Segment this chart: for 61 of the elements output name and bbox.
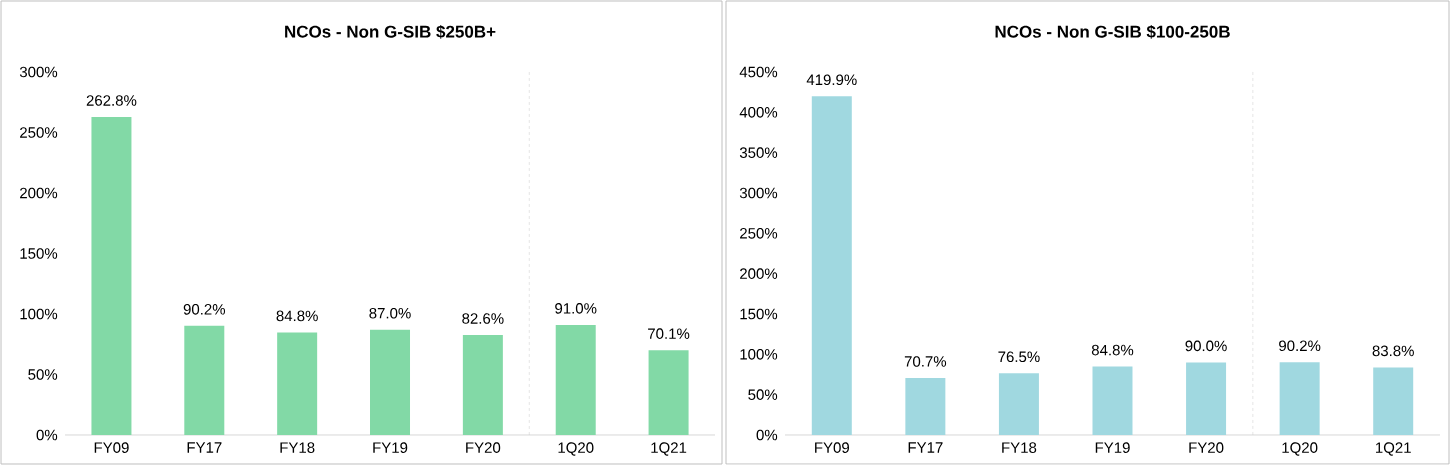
y-tick-label: 0% xyxy=(756,429,778,441)
data-label: 90.0% xyxy=(1185,340,1227,352)
y-tick-label: 200% xyxy=(20,187,58,199)
y-tick-label: 300% xyxy=(19,66,58,78)
y-tick-label: 450% xyxy=(739,66,778,78)
bar xyxy=(1186,362,1227,435)
x-tick-label: FY18 xyxy=(280,442,315,453)
x-tick-label: 1Q21 xyxy=(651,442,687,456)
bar xyxy=(1373,367,1414,435)
data-label: 70.1% xyxy=(648,328,690,339)
data-label: 84.8% xyxy=(1091,344,1134,356)
y-tick-label: 250% xyxy=(740,228,778,239)
y-tick-label: 100% xyxy=(20,308,58,320)
x-tick-label: FY20 xyxy=(1189,442,1224,453)
x-tick-label: FY18 xyxy=(1002,442,1037,453)
data-label: 90.2% xyxy=(1279,340,1321,352)
x-tick-label: FY09 xyxy=(94,442,129,453)
data-label: 70.7% xyxy=(904,356,947,367)
y-tick-label: 250% xyxy=(20,127,58,138)
x-tick-label: FY09 xyxy=(815,442,849,453)
x-tick-label: 1Q20 xyxy=(1282,442,1318,456)
y-tick-label: 200% xyxy=(740,268,778,279)
y-tick-label: 50% xyxy=(28,369,58,380)
bar xyxy=(370,329,411,435)
data-label: 90.2% xyxy=(183,304,226,315)
y-tick-label: 300% xyxy=(739,187,778,199)
y-tick-label: 50% xyxy=(748,389,778,400)
bar xyxy=(1279,362,1320,435)
y-tick-label: 150% xyxy=(20,248,58,259)
x-tick-label: 1Q20 xyxy=(558,442,594,456)
chart-title: NCOs - Non G-SIB $250B+ xyxy=(285,24,496,39)
y-tick-label: 100% xyxy=(740,349,778,360)
bar xyxy=(998,373,1039,435)
bar xyxy=(811,96,852,435)
data-label: 87.0% xyxy=(369,307,411,319)
data-label: 83.8% xyxy=(1372,345,1414,357)
data-label: 76.5% xyxy=(998,351,1040,363)
y-tick-label: 350% xyxy=(739,147,778,158)
bar xyxy=(462,335,503,435)
y-tick-label: 0% xyxy=(36,429,58,441)
x-tick-label: FY20 xyxy=(466,442,501,453)
x-tick-label: FY19 xyxy=(1095,442,1130,453)
chart-title: NCOs - Non G-SIB $100-250B xyxy=(995,24,1230,39)
x-tick-label: FY17 xyxy=(187,442,222,453)
x-tick-label: FY19 xyxy=(373,442,408,453)
y-tick-label: 400% xyxy=(739,107,778,118)
bar xyxy=(184,325,225,435)
y-tick-label: 150% xyxy=(740,308,778,320)
data-label: 262.8% xyxy=(86,95,137,106)
bar xyxy=(905,377,946,435)
bar xyxy=(555,324,596,435)
x-tick-label: 1Q21 xyxy=(1376,442,1411,456)
bar xyxy=(277,332,318,435)
data-label: 84.8% xyxy=(276,310,318,322)
bar xyxy=(91,117,132,435)
x-tick-label: FY17 xyxy=(908,442,943,453)
data-label: 91.0% xyxy=(555,303,597,314)
data-label: 419.9% xyxy=(806,74,857,86)
bar xyxy=(1092,366,1133,435)
data-label: 82.6% xyxy=(462,313,504,324)
bar xyxy=(648,350,689,435)
